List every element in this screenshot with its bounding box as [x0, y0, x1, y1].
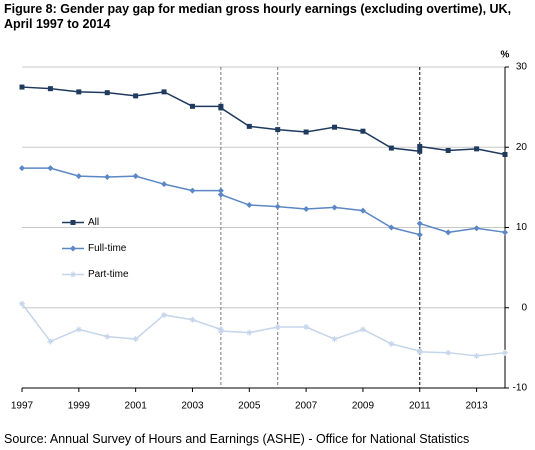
marker — [416, 231, 423, 238]
marker — [218, 105, 224, 111]
marker — [275, 127, 281, 133]
y-axis-label: % — [501, 50, 510, 61]
marker — [161, 311, 168, 318]
x-tick-label: 2003 — [181, 401, 204, 412]
marker — [217, 328, 224, 335]
x-tick-label: 2007 — [295, 401, 318, 412]
marker — [75, 326, 82, 333]
marker — [416, 348, 423, 355]
marker — [246, 202, 253, 209]
marker — [133, 93, 139, 99]
marker — [217, 191, 224, 198]
marker — [132, 173, 139, 180]
marker — [104, 173, 111, 180]
marker — [132, 336, 139, 343]
marker — [246, 123, 252, 129]
marker — [303, 324, 310, 331]
marker — [388, 145, 394, 151]
legend-marker — [70, 220, 76, 225]
marker — [360, 128, 366, 134]
marker — [331, 204, 338, 211]
marker — [47, 165, 54, 172]
marker — [502, 229, 508, 236]
chart-title: Figure 8: Gender pay gap for median gros… — [4, 2, 512, 31]
marker — [417, 148, 423, 154]
marker — [274, 203, 281, 210]
marker — [331, 336, 338, 343]
x-tick-label: 1997 — [11, 401, 34, 412]
legend-label: Part-time — [88, 269, 129, 280]
legend-label: All — [88, 217, 99, 228]
y-tick-label: 0 — [521, 302, 527, 313]
marker — [359, 326, 366, 333]
x-tick-label: 1999 — [68, 401, 91, 412]
marker — [19, 165, 25, 172]
x-tick-label: 2009 — [352, 401, 375, 412]
marker — [445, 349, 452, 356]
marker — [473, 225, 480, 232]
marker — [474, 146, 480, 152]
y-tick-label: 30 — [516, 62, 528, 73]
legend-marker — [70, 245, 76, 252]
marker — [388, 340, 395, 347]
y-tick-label: 10 — [516, 222, 528, 233]
x-tick-label: 2005 — [238, 401, 261, 412]
marker — [445, 147, 451, 153]
x-tick-label: 2001 — [125, 401, 148, 412]
legend-marker — [70, 271, 76, 278]
marker — [416, 220, 423, 227]
y-tick-label: 20 — [516, 142, 528, 153]
marker — [189, 187, 196, 194]
marker — [502, 151, 508, 157]
marker — [75, 173, 82, 180]
chart: % -10 0 10 20 30 1997 1999 2001 2003 2005 2007 2009… — [11, 50, 528, 412]
marker — [19, 84, 25, 90]
legend-label: Full-time — [88, 243, 127, 254]
marker — [502, 349, 508, 356]
marker — [189, 103, 195, 109]
marker — [104, 90, 110, 96]
series-line — [21, 303, 506, 357]
marker — [417, 143, 423, 149]
marker — [473, 352, 480, 359]
marker — [47, 338, 54, 345]
marker — [76, 89, 82, 95]
marker — [332, 124, 338, 130]
marker — [246, 329, 253, 336]
marker — [274, 324, 281, 331]
x-tick-label: 2013 — [465, 401, 488, 412]
source: Source: Annual Survey of Hours and Earni… — [4, 432, 470, 446]
marker — [445, 229, 452, 236]
y-tick-label: -10 — [513, 383, 528, 394]
x-tick-label: 2011 — [409, 401, 431, 412]
marker — [161, 89, 167, 95]
marker — [303, 129, 309, 135]
marker — [388, 224, 395, 231]
marker — [359, 207, 366, 214]
series-line — [21, 86, 506, 156]
marker — [104, 333, 111, 340]
marker — [47, 86, 53, 92]
marker — [189, 316, 196, 323]
marker — [19, 300, 25, 307]
marker — [303, 206, 310, 213]
marker — [161, 181, 168, 188]
marker — [217, 187, 224, 194]
